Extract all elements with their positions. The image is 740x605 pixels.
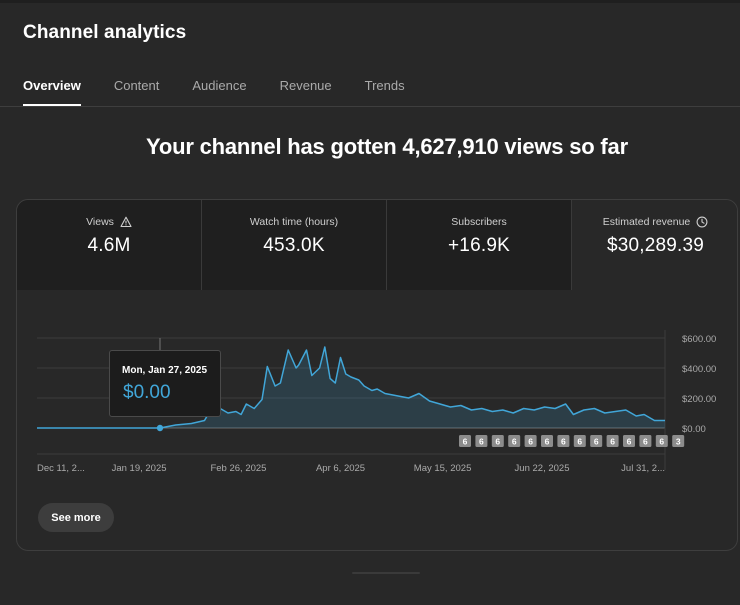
metric-value: 4.6M bbox=[87, 235, 131, 256]
tooltip-value: $0.00 bbox=[123, 382, 171, 403]
metric-value: $30,289.39 bbox=[606, 235, 705, 256]
event-marker-count: 6 bbox=[561, 437, 566, 447]
event-marker bbox=[459, 435, 471, 447]
tab-bar: Overview Content Audience Revenue Trends bbox=[23, 78, 438, 106]
scroll-indicator bbox=[352, 572, 420, 574]
metric-value: 453.0K bbox=[263, 235, 325, 256]
metric-label: Watch time (hours) bbox=[249, 216, 339, 228]
event-marker-count: 6 bbox=[659, 437, 664, 447]
event-marker bbox=[508, 435, 521, 447]
metric-value: +16.9K bbox=[448, 235, 510, 256]
metric-label: Views bbox=[86, 216, 114, 228]
metric-label: Subscribers bbox=[451, 216, 507, 228]
event-marker-count: 6 bbox=[512, 437, 517, 447]
metric-watch-time[interactable]: Watch time (hours) 453.0K bbox=[202, 200, 387, 290]
event-marker bbox=[524, 435, 537, 447]
event-marker-count: 6 bbox=[594, 437, 599, 447]
warning-icon bbox=[120, 216, 132, 228]
x-tick-label: Jul 31, 2... bbox=[621, 463, 665, 474]
y-tick-label: $200.00 bbox=[682, 394, 716, 405]
metric-tabs: Views 4.6M Watch time (hours) 453.0K Sub… bbox=[17, 200, 737, 290]
event-marker bbox=[623, 435, 635, 447]
clock-icon bbox=[696, 216, 708, 228]
tooltip-date: Mon, Jan 27, 2025 bbox=[122, 365, 208, 376]
total-views-headline: Your channel has gotten 4,627,910 views … bbox=[146, 134, 628, 159]
event-marker-count: 6 bbox=[643, 437, 648, 447]
y-tick-label: $400.00 bbox=[682, 364, 716, 375]
event-marker-count: 6 bbox=[463, 437, 468, 447]
tab-audience[interactable]: Audience bbox=[192, 78, 247, 93]
x-tick-label: Apr 6, 2025 bbox=[316, 463, 365, 474]
x-tick-label: Jun 22, 2025 bbox=[515, 463, 570, 474]
chart-tooltip: Mon, Jan 27, 2025 $0.00 bbox=[109, 350, 221, 417]
event-marker bbox=[491, 435, 504, 447]
page-title: Channel analytics bbox=[23, 22, 187, 43]
revenue-chart[interactable]: $600.00 $400.00 $200.00 $0.00 Dec 11, 2... Ja… bbox=[17, 200, 738, 490]
event-marker bbox=[590, 435, 603, 447]
x-tick-label: May 15, 2025 bbox=[414, 463, 472, 474]
x-tick-label: Feb 26, 2025 bbox=[210, 463, 266, 474]
see-more-button[interactable]: See more bbox=[38, 503, 114, 532]
metric-label: Estimated revenue bbox=[602, 216, 691, 228]
tab-overview[interactable]: Overview bbox=[23, 78, 81, 106]
event-marker bbox=[573, 435, 586, 447]
event-marker-count: 6 bbox=[577, 437, 582, 447]
event-marker-count: 6 bbox=[479, 437, 484, 447]
event-marker bbox=[541, 435, 553, 447]
event-marker-count: 6 bbox=[495, 437, 500, 447]
event-marker bbox=[606, 435, 619, 447]
event-marker-count: 6 bbox=[627, 437, 632, 447]
event-marker bbox=[672, 435, 685, 447]
series-line bbox=[37, 346, 665, 429]
y-tick-label: $0.00 bbox=[682, 424, 706, 435]
tab-trends[interactable]: Trends bbox=[364, 78, 405, 93]
metric-subscribers[interactable]: Subscribers +16.9K bbox=[387, 200, 572, 290]
tab-content[interactable]: Content bbox=[113, 78, 160, 93]
hover-point bbox=[156, 424, 164, 432]
metric-views[interactable]: Views 4.6M bbox=[17, 200, 202, 290]
event-marker bbox=[655, 435, 668, 447]
event-marker bbox=[557, 435, 570, 447]
x-tick-label: Jan 19, 2025 bbox=[112, 463, 167, 474]
event-marker-count: 6 bbox=[545, 437, 550, 447]
event-marker-count: 3 bbox=[676, 437, 681, 447]
analytics-card: Views 4.6M Watch time (hours) 453.0K Sub… bbox=[16, 199, 738, 551]
x-tick-label: Dec 11, 2... bbox=[37, 463, 85, 474]
tab-revenue[interactable]: Revenue bbox=[279, 78, 332, 93]
metric-estimated-revenue[interactable]: Estimated revenue $30,289.39 bbox=[572, 200, 737, 290]
event-marker bbox=[639, 435, 652, 447]
event-marker-count: 6 bbox=[610, 437, 615, 447]
series-area bbox=[37, 347, 665, 428]
event-marker bbox=[475, 435, 488, 447]
tab-divider bbox=[0, 106, 740, 107]
event-marker-count: 6 bbox=[528, 437, 533, 447]
y-tick-label: $600.00 bbox=[682, 334, 716, 345]
top-edge bbox=[0, 0, 740, 3]
